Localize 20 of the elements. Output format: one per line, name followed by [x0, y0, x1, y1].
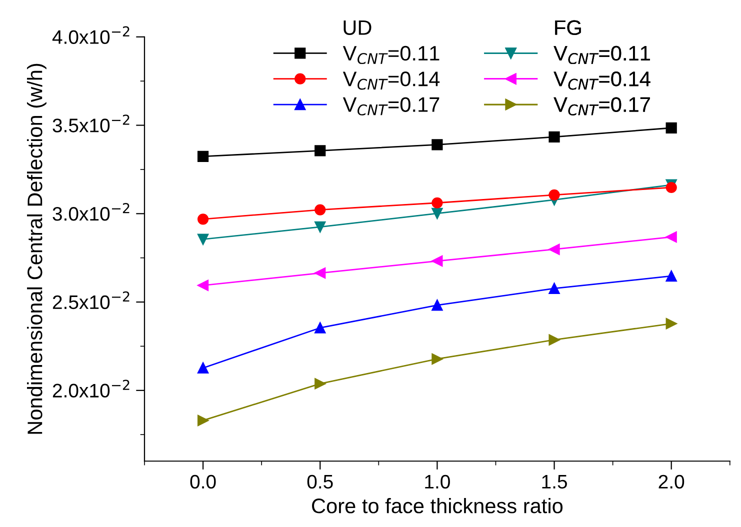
- y-axis-title: Nondimensional Central Deflection (w/h): [26, 64, 46, 434]
- y-tick-label: 4.0x10$^{−2}$: [52, 26, 130, 44]
- text: FG: [555, 20, 581, 35]
- y-tick-label: 3.0x10$^{−2}$: [52, 203, 130, 221]
- x-axis-title: Core to face thickness ratio: [312, 498, 563, 514]
- y-tick-label: 3.5x10$^{−2}$: [52, 114, 130, 132]
- x-tick-label: 0.5: [307, 474, 333, 489]
- legend-label: V$_{CNT}$=0.17: [342, 97, 440, 116]
- y-tick-label: 2.5x10$^{−2}$: [52, 291, 130, 310]
- x-tick-label: 0.0: [190, 474, 216, 489]
- legend-label: V$_{CNT}$=0.11: [554, 46, 650, 64]
- legend-label: V$_{CNT}$=0.11: [342, 46, 440, 64]
- x-tick-label: 1.5: [542, 475, 567, 489]
- legend-label: V$_{CNT}$=0.17: [554, 97, 650, 116]
- x-tick-label: 2.0: [658, 474, 684, 489]
- text: UD: [344, 20, 372, 35]
- legend-label: V$_{CNT}$=0.14: [342, 72, 440, 90]
- legend-label: V$_{CNT}$=0.14: [554, 72, 650, 90]
- y-tick-label: 2.0x10$^{−2}$: [52, 380, 130, 398]
- x-tick-label: 1.0: [425, 474, 450, 489]
